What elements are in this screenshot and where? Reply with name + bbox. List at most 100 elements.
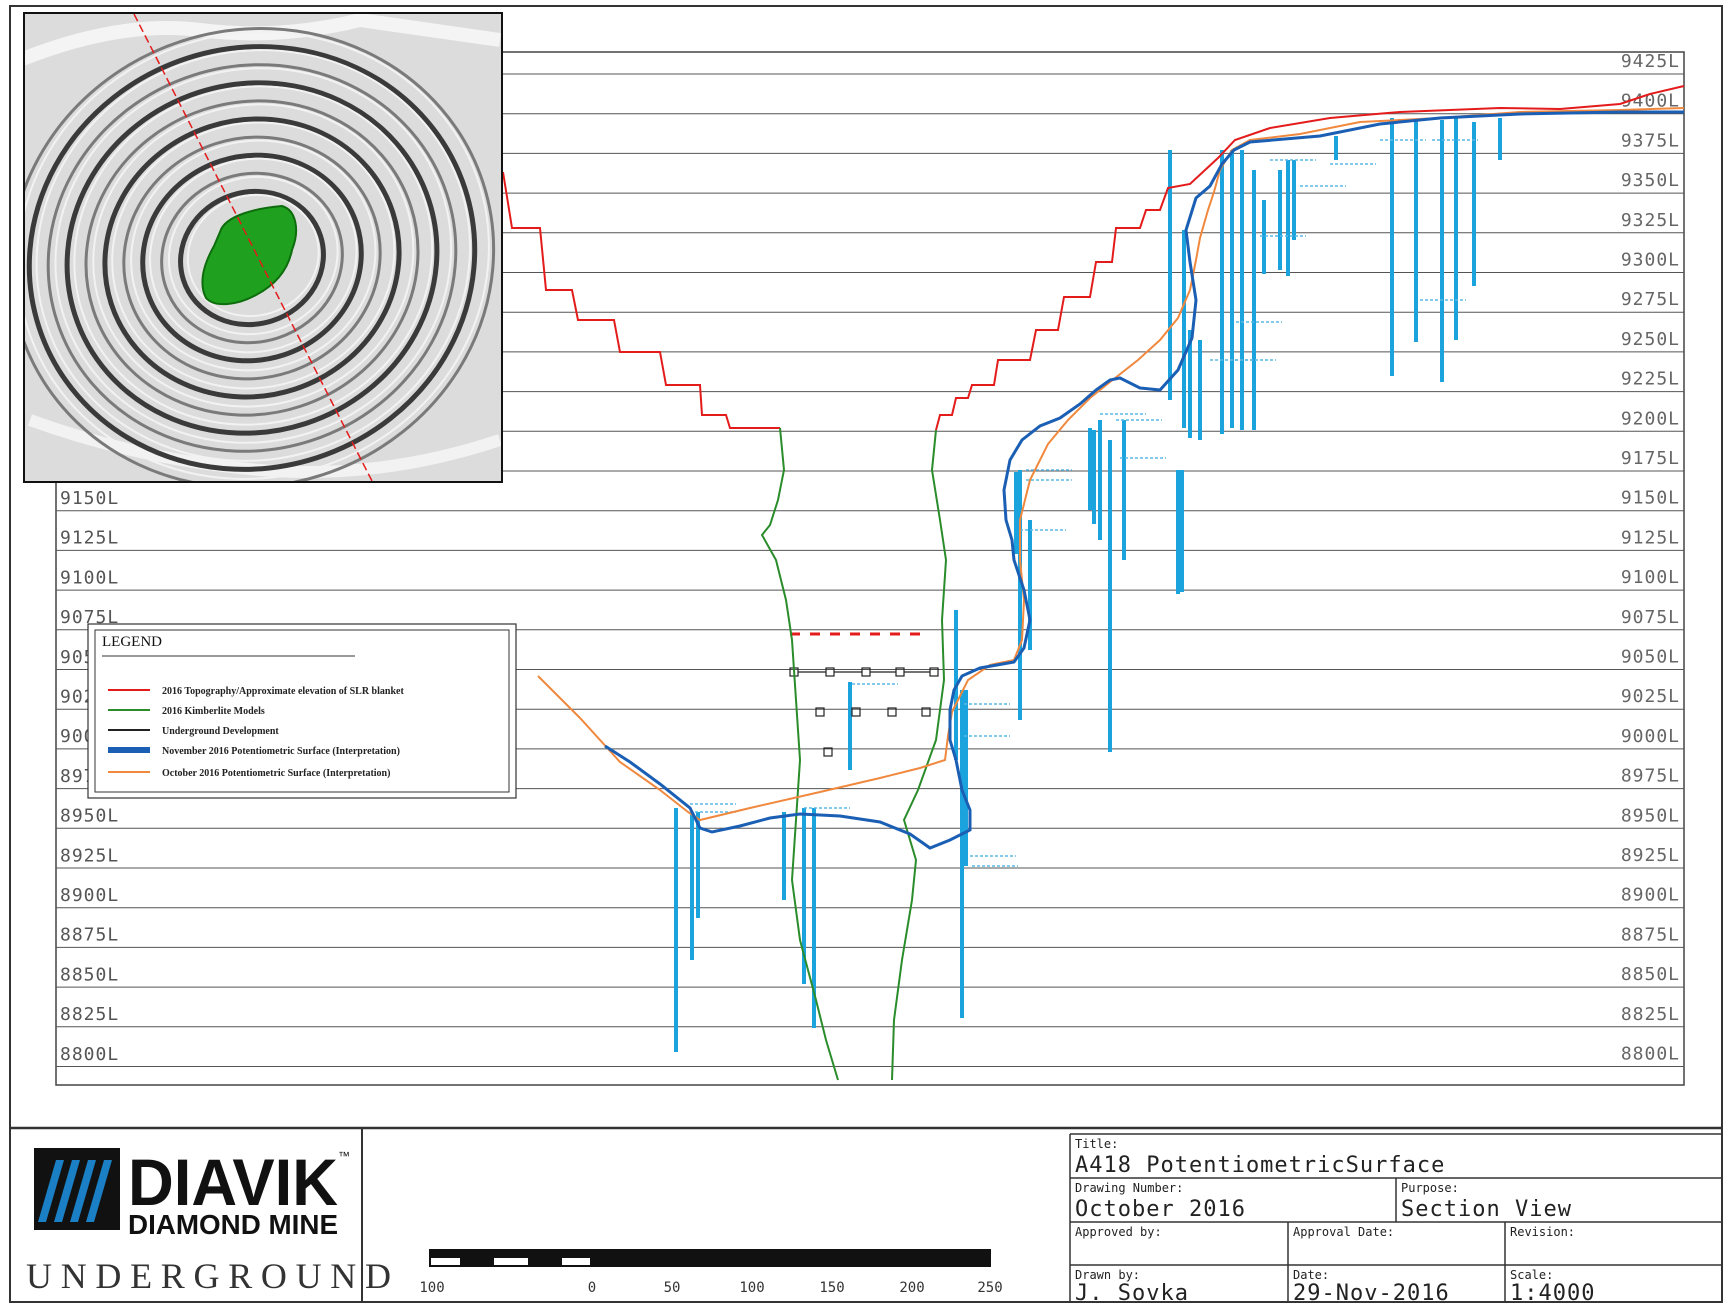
legend-title: LEGEND (102, 634, 162, 650)
kimberlite-model-west (760, 427, 839, 1081)
revision-label: Revision: (1510, 1225, 1575, 1239)
right-label-level-8975l: 8975L (1621, 766, 1680, 787)
pit-bench-highlight (73, 85, 434, 426)
scale-tick-label: 0 (588, 1280, 596, 1296)
pit-bench (160, 171, 344, 345)
pit-bench (140, 152, 364, 364)
left-label-level-8950l: 8950L (60, 806, 119, 827)
underground-development-boxes (789, 667, 939, 757)
diavik-logo: DIAVIK ™ DIAMOND MINE UNDERGROUND (26, 1145, 394, 1296)
pit-bench (178, 188, 326, 328)
scale-tick-label: 100 (739, 1280, 764, 1296)
right-label-level-9225l: 9225L (1621, 369, 1680, 390)
approval-date-label: Approval Date: (1293, 1225, 1394, 1239)
right-label-level-9325l: 9325L (1621, 210, 1680, 231)
left-label-level-9075l: 9075L (60, 607, 119, 628)
kimberlite-pipe-plan (201, 204, 298, 306)
topography-line (502, 171, 780, 429)
scale-label: Scale: (1510, 1268, 1553, 1282)
right-label-level-9300l: 9300L (1621, 250, 1680, 271)
left-label-level-9150l: 9150L (60, 488, 119, 509)
pit-bench-highlight (111, 121, 396, 390)
title-label: Title: (1075, 1137, 1118, 1151)
date-label: Date: (1293, 1268, 1329, 1282)
pit-bench-highlight (186, 193, 320, 318)
legend-item-label-3: November 2016 Potentiometric Surface (In… (162, 746, 400, 757)
pit-bench (102, 116, 402, 400)
plan-view-inset (23, 12, 503, 483)
right-elevation-labels: 9425L 9400L 9375L 9350L 9325L 9300L 9275L 9250L… (1621, 51, 1680, 1065)
right-label-level-9250l: 9250L (1621, 329, 1680, 350)
right-label-level-9350l: 9350L (1621, 170, 1680, 191)
logo-subtitle: DIAMOND MINE (128, 1209, 338, 1240)
right-label-level-9150l: 9150L (1621, 488, 1680, 509)
pit-bench-highlight (149, 157, 358, 354)
legend-item-label-1: 2016 Kimberlite Models (162, 706, 265, 717)
date: 29-Nov-2016 (1293, 1281, 1450, 1306)
title-block (1069, 1133, 1722, 1302)
right-label-level-9400l: 9400L (1621, 91, 1680, 112)
pit-bench (64, 80, 440, 436)
topography-line-east (935, 85, 1685, 431)
right-label-level-8950l: 8950L (1621, 805, 1680, 826)
legend-item-label-0: 2016 Topography/Approximate elevation of… (162, 686, 404, 697)
right-label-level-9175l: 9175L (1621, 448, 1680, 469)
pit-bench-highlight (35, 49, 471, 462)
pit-bench (25, 27, 496, 481)
legend: LEGEND 2016 Topography/Approximate eleva… (87, 623, 517, 799)
left-label-level-8825l: 8825L (60, 1004, 119, 1025)
pit-bench-highlight (25, 31, 490, 480)
left-label-level-9125l: 9125L (60, 528, 119, 549)
right-label-level-9025l: 9025L (1621, 686, 1680, 707)
drawing-number-label: Drawing Number: (1075, 1181, 1183, 1195)
scale-tick-label: 250 (977, 1280, 1002, 1296)
right-label-level-8850l: 8850L (1621, 964, 1680, 985)
right-label-level-9100l: 9100L (1621, 567, 1680, 588)
pit-bench (122, 135, 382, 381)
right-label-level-8825l: 8825L (1621, 1004, 1680, 1025)
right-label-level-9375l: 9375L (1621, 130, 1680, 151)
logo-division: UNDERGROUND (26, 1256, 394, 1296)
right-label-level-9125l: 9125L (1621, 527, 1680, 548)
pit-bench-highlight (92, 103, 415, 408)
scale-tick-label: 200 (899, 1280, 924, 1296)
right-label-level-8925l: 8925L (1621, 845, 1680, 866)
plot-frame (55, 51, 1685, 1086)
piezometer-tags (690, 139, 1478, 867)
logo-name: DIAVIK (128, 1145, 338, 1219)
approved-by-label: Approved by: (1075, 1225, 1162, 1239)
scale-tick-label: 100 (419, 1280, 444, 1296)
scale-tick-label: 50 (664, 1280, 681, 1296)
pit-benches (25, 27, 496, 481)
left-label-level-8800l: 8800L (60, 1044, 119, 1065)
purpose: Section View (1401, 1197, 1572, 1222)
legend-item-label-4: October 2016 Potentiometric Surface (Int… (162, 768, 390, 779)
pit-bench (84, 99, 420, 417)
scale-bar: 100 0 50 100 150 200 250 (419, 1249, 1003, 1296)
logo-trademark: ™ (338, 1149, 350, 1163)
right-label-level-9000l: 9000L (1621, 726, 1680, 747)
right-label-level-9275l: 9275L (1621, 289, 1680, 310)
pit-bench-highlight (167, 175, 339, 336)
left-label-level-8875l: 8875L (60, 925, 119, 946)
right-label-level-9050l: 9050L (1621, 647, 1680, 668)
drawing-title: A418 PotentiometricSurface (1075, 1153, 1445, 1178)
section-line (133, 14, 373, 481)
piezometer-lines (674, 116, 1502, 1052)
left-label-level-8850l: 8850L (60, 964, 119, 985)
drawn-by-label: Drawn by: (1075, 1268, 1140, 1282)
pit-bench-highlight (54, 67, 453, 444)
left-label-level-8900l: 8900L (60, 885, 119, 906)
title-block-text: Title: A418 PotentiometricSurface Drawin… (1075, 1137, 1594, 1306)
drawing-number: October 2016 (1075, 1197, 1246, 1222)
right-label-level-9200l: 9200L (1621, 408, 1680, 429)
right-label-level-9425l: 9425L (1621, 51, 1680, 72)
scale-tick-label: 150 (819, 1280, 844, 1296)
right-label-level-9075l: 9075L (1621, 607, 1680, 628)
right-label-level-8800l: 8800L (1621, 1044, 1680, 1065)
right-label-level-8900l: 8900L (1621, 885, 1680, 906)
pit-bench (26, 44, 478, 472)
left-label-level-9100l: 9100L (60, 567, 119, 588)
legend-item-label-2: Underground Development (162, 726, 279, 737)
